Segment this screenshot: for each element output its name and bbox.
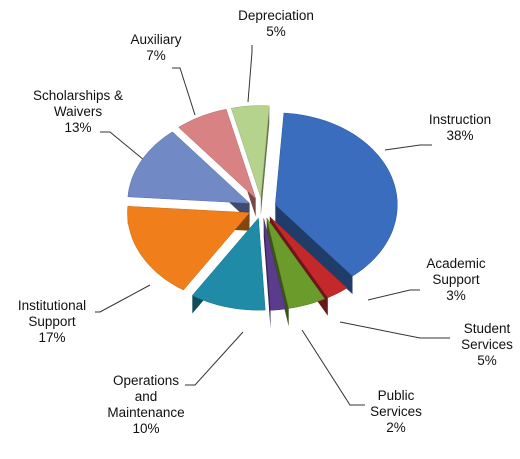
category-name: Academic Support	[426, 256, 486, 287]
category-name: Scholarships & Waivers	[32, 88, 124, 119]
leader-line	[172, 67, 196, 116]
slice-label: Academic Support 3%	[419, 256, 494, 304]
value-label: 38%	[446, 128, 474, 143]
slice-label: Student Services 5%	[452, 321, 520, 369]
value-label: 13%	[64, 120, 92, 135]
value-label: 7%	[146, 48, 166, 63]
value-label: 5%	[266, 24, 286, 39]
slice-label: Institutional Support 17%	[7, 298, 97, 346]
value-label: 2%	[386, 420, 406, 435]
slice	[191, 217, 266, 311]
slice	[275, 112, 398, 277]
category-name: Auxiliary	[130, 32, 182, 47]
leader-line	[247, 45, 253, 103]
leader-line	[95, 284, 151, 313]
leader-line	[367, 289, 420, 301]
slice-label: Auxiliary 7%	[116, 32, 196, 64]
category-name: Student Services	[461, 321, 513, 352]
slice-label: Depreciation 5%	[221, 8, 331, 40]
slice-label: Operations and Maintenance 10%	[105, 373, 187, 437]
slice-label: Public Services 2%	[364, 388, 429, 436]
slice	[178, 109, 257, 200]
slice	[230, 105, 270, 198]
leader-line	[384, 144, 432, 151]
leader-line	[301, 329, 365, 406]
slice	[127, 206, 251, 291]
category-name: Institutional Support	[17, 298, 87, 329]
category-name: Depreciation	[238, 8, 314, 23]
slices	[127, 105, 398, 329]
value-label: 17%	[38, 330, 66, 345]
value-label: 3%	[446, 288, 466, 303]
slice	[127, 131, 251, 204]
slice	[263, 218, 287, 311]
slice	[266, 217, 326, 309]
slice-label: Scholarships & Waivers 13%	[28, 88, 128, 136]
category-name: Instruction	[428, 112, 492, 127]
value-label: 10%	[132, 421, 160, 436]
leader-line	[185, 331, 244, 386]
value-label: 5%	[477, 353, 497, 368]
category-name: Operations and Maintenance	[107, 373, 185, 420]
category-name: Public Services	[370, 388, 422, 419]
slice	[269, 216, 348, 299]
leader-line	[339, 321, 450, 339]
leader-line	[100, 131, 151, 166]
leader-lines	[95, 45, 450, 406]
slice-label: Instruction 38%	[410, 112, 510, 144]
